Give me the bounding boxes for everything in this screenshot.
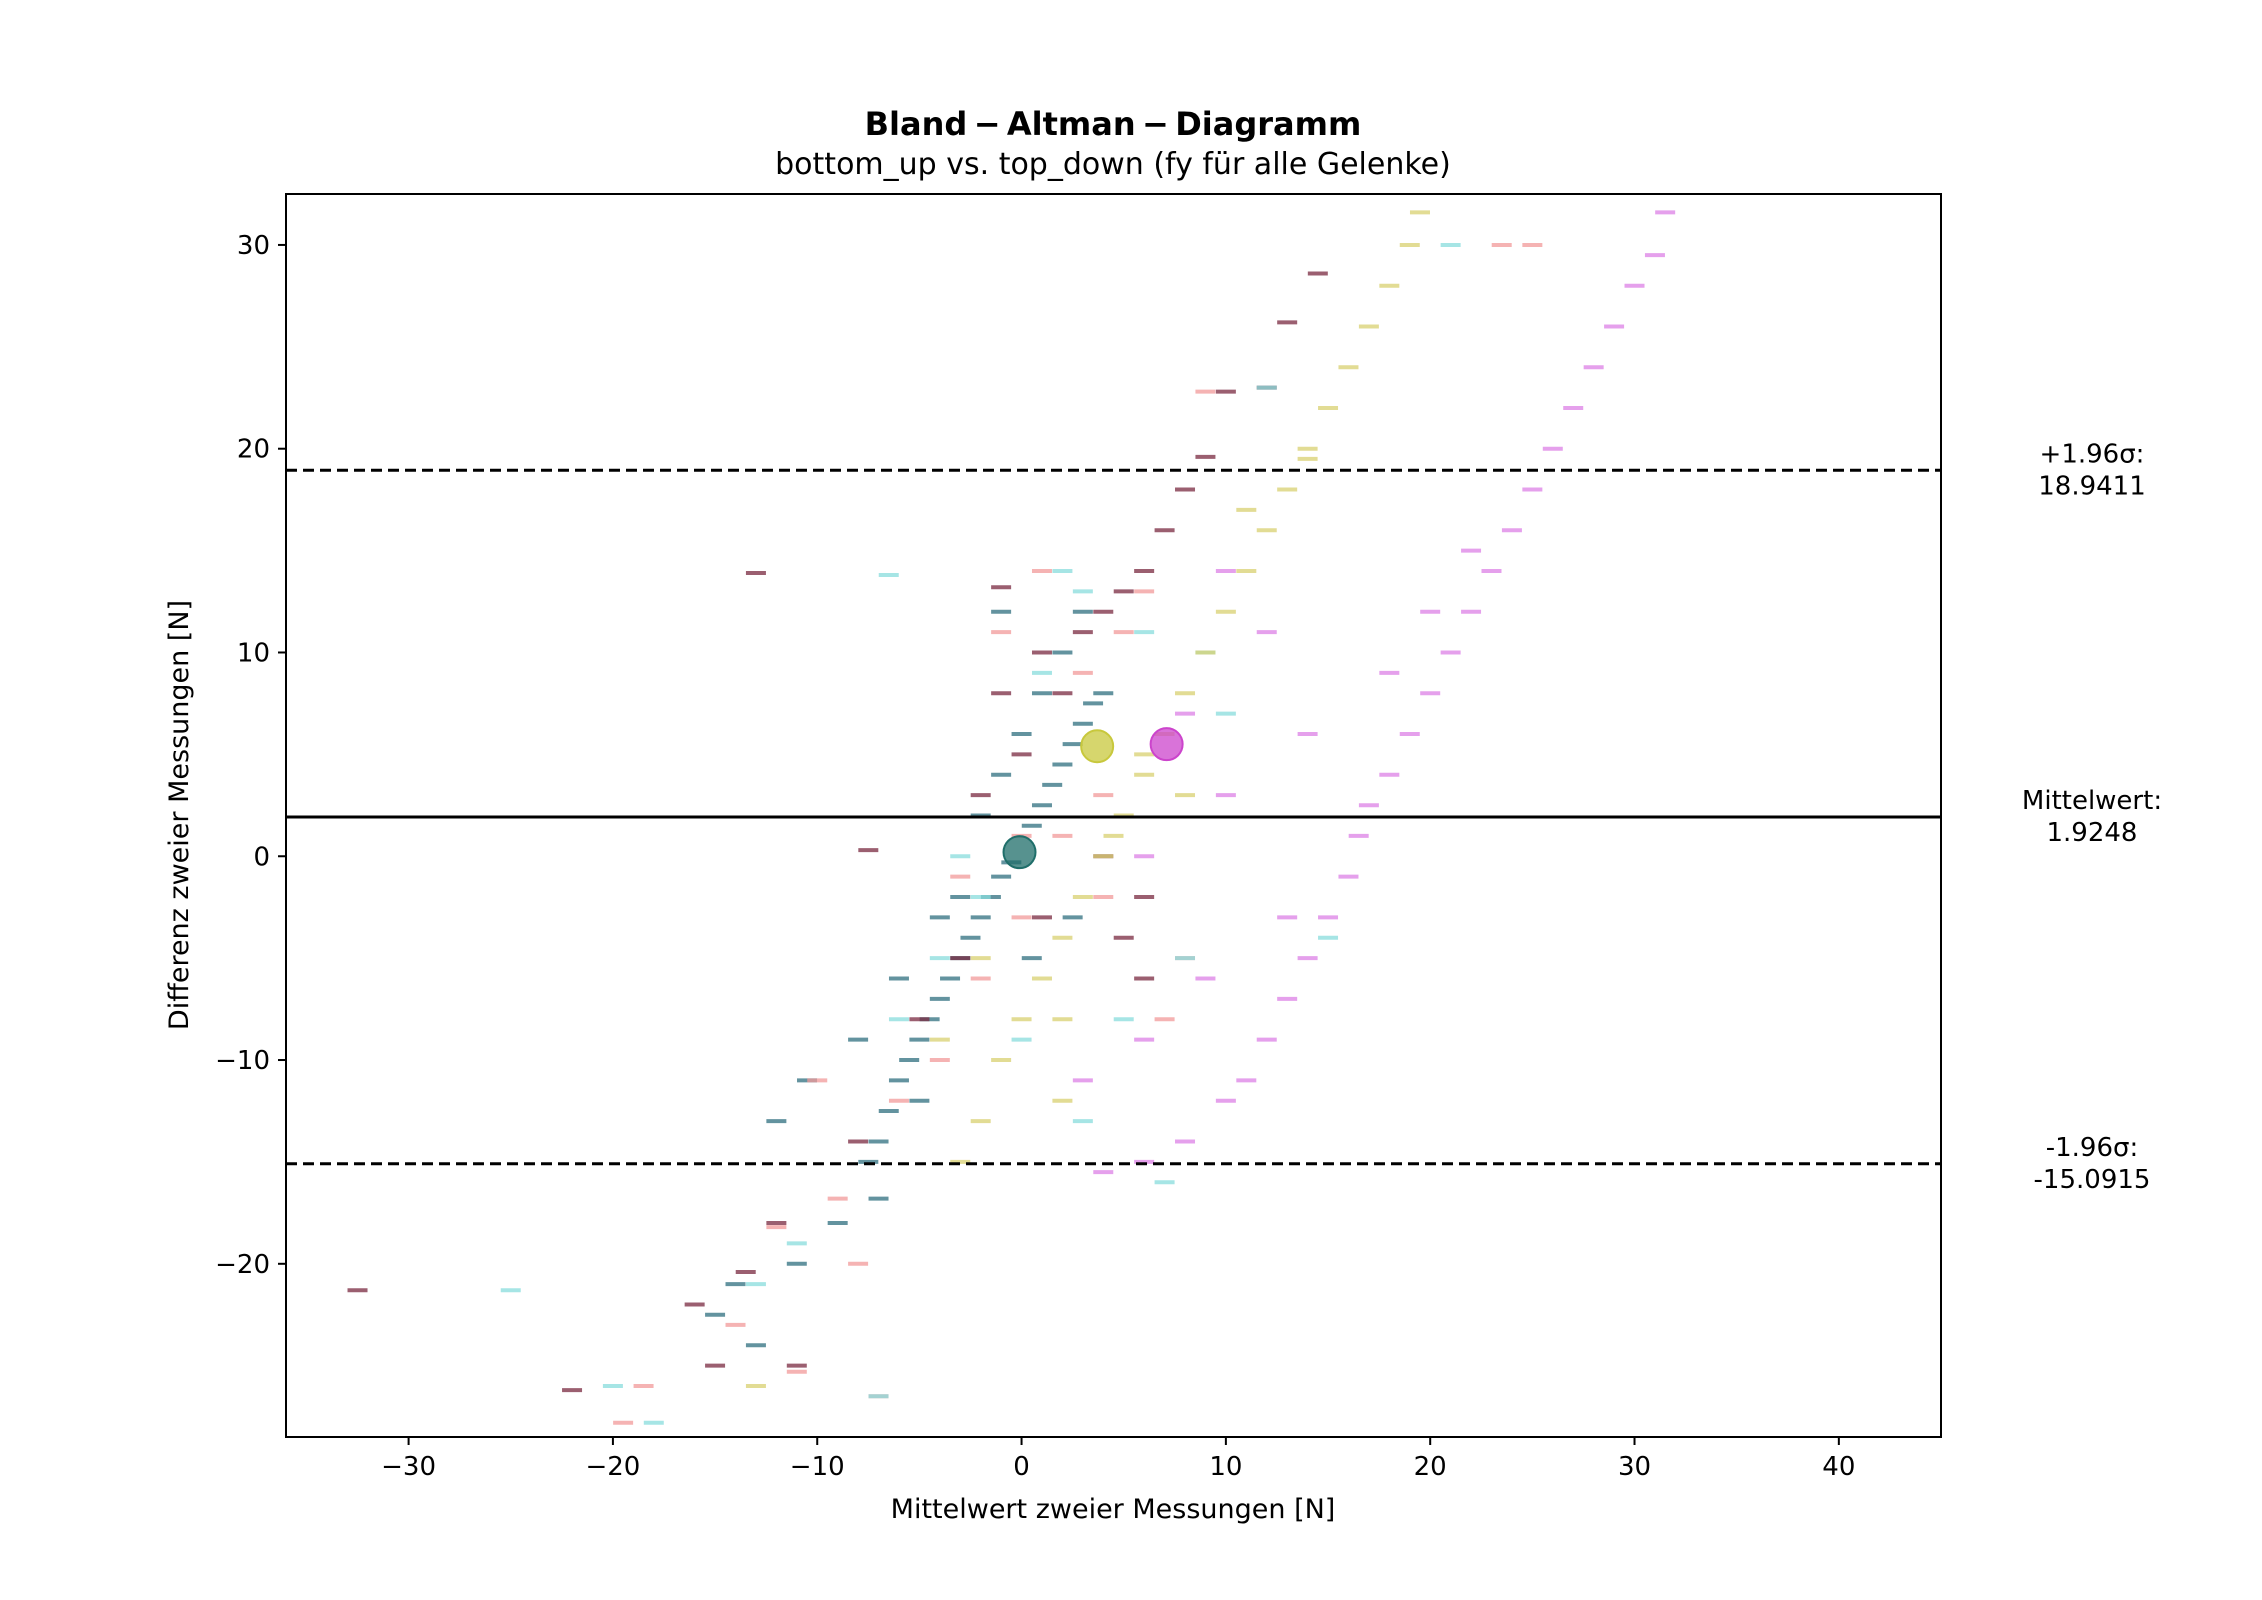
x-tick-label: 20	[1414, 1452, 1447, 1482]
y-axis: −20 −10 0 10 20 30	[215, 231, 286, 1280]
group-mean-marker	[1149, 727, 1184, 762]
x-tick-label: 30	[1618, 1452, 1651, 1482]
y-tick-label: −10	[215, 1046, 270, 1076]
y-tick-label: 30	[237, 231, 270, 261]
scatter-marks-layer	[347, 210, 1676, 1425]
y-tick-label: 20	[237, 435, 270, 465]
y-tick-label: −20	[215, 1250, 270, 1280]
y-tick-label: 10	[237, 638, 270, 668]
x-axis-label: Mittelwert zweier Messungen [N]	[891, 1494, 1336, 1525]
y-axis-label: Differenz zweier Messungen [N]	[164, 600, 195, 1030]
x-tick-label: 10	[1209, 1452, 1242, 1482]
x-tick-label: 0	[1013, 1452, 1030, 1482]
mean-label-value: 1.9248	[2047, 818, 2138, 848]
upper-loa-label-title: +1.96σ:	[2040, 439, 2145, 469]
reference-line-labels: +1.96σ:18.9411 Mittelwert:1.9248 -1.96σ:-1…	[2022, 439, 2162, 1194]
x-tick-label: −30	[381, 1452, 436, 1482]
reference-lines-layer	[286, 468, 1941, 1166]
mean-label-title: Mittelwert:	[2022, 786, 2162, 816]
lower-loa-label-title: -1.96σ:	[2046, 1133, 2139, 1163]
group-means-layer	[1002, 727, 1184, 870]
upper-loa-label-value: 18.9411	[2038, 471, 2146, 501]
chart-title: Bland − Altman − Diagramm	[865, 105, 1362, 143]
group-mean-marker	[1080, 729, 1115, 764]
plot-frame	[285, 193, 1942, 1438]
y-tick-label: 0	[253, 842, 270, 872]
group-mean-marker	[1002, 835, 1037, 870]
x-tick-label: −20	[585, 1452, 640, 1482]
lower-loa-label-value: -15.0915	[2034, 1165, 2151, 1195]
x-tick-label: 40	[1822, 1452, 1855, 1482]
chart-subtitle: bottom_up vs. top_down (fy für alle Gele…	[775, 147, 1451, 182]
x-tick-label: −10	[790, 1452, 845, 1482]
x-axis: −30 −20 −10 0 10 20 30 40	[381, 1437, 1855, 1482]
